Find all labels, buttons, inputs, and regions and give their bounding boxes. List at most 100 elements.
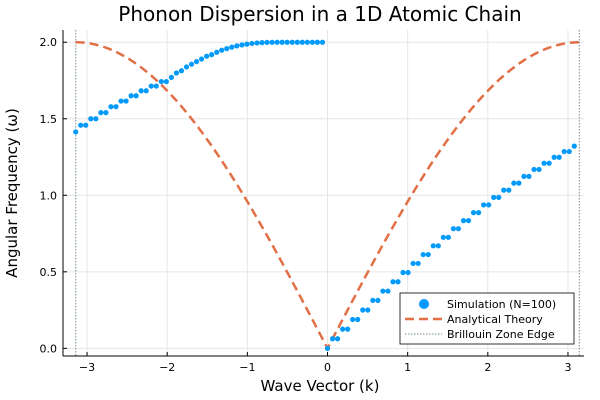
simulation-point (561, 148, 567, 155)
y-axis-ticks: 0.0 0.5 1.0 1.5 2.0 (40, 36, 67, 355)
x-tick-label: 3 (564, 361, 571, 374)
simulation-point (390, 279, 396, 285)
simulation-point (340, 326, 346, 332)
simulation-point (148, 83, 154, 89)
simulation-point (183, 64, 190, 70)
simulation-point (491, 194, 497, 200)
simulation-point (334, 336, 341, 342)
simulation-point (329, 336, 336, 342)
x-axis-ticks: −3 −2 −1 0 1 2 3 (79, 352, 571, 374)
simulation-point (264, 39, 270, 46)
simulation-point (219, 47, 225, 53)
simulation-point (178, 68, 185, 74)
simulation-points (73, 39, 577, 351)
simulation-point (380, 288, 386, 294)
simulation-point (420, 251, 426, 258)
y-axis-title: Angular Frequency (ω) (3, 108, 21, 278)
simulation-point (224, 46, 230, 52)
simulation-point (556, 154, 562, 160)
simulation-point (385, 288, 391, 294)
simulation-point (128, 93, 134, 99)
y-tick-label: 0.0 (40, 342, 58, 355)
simulation-point (440, 234, 446, 240)
simulation-point (395, 279, 401, 285)
simulation-point (365, 307, 371, 313)
simulation-point (410, 260, 416, 267)
simulation-point (214, 49, 220, 55)
simulation-point (400, 269, 406, 276)
legend-box (399, 292, 575, 345)
simulation-point (355, 316, 361, 323)
simulation-point (244, 41, 250, 47)
simulation-point (249, 40, 255, 47)
legend: Simulation (N=100) Analytical Theory Bri… (399, 292, 575, 345)
simulation-point (425, 251, 431, 258)
simulation-point (476, 210, 482, 216)
simulation-point (501, 187, 507, 193)
x-axis-title: Wave Vector (k) (261, 377, 380, 395)
simulation-point (239, 42, 245, 48)
chart-title: Phonon Dispersion in a 1D Atomic Chain (118, 2, 521, 26)
brillouin-zone-edges (75, 30, 580, 356)
legend-marker-simulation (419, 299, 429, 309)
x-tick-label: −3 (79, 361, 95, 374)
simulation-point (299, 39, 305, 45)
simulation-point (78, 122, 84, 128)
simulation-point (93, 116, 99, 122)
x-tick-label: 1 (404, 361, 411, 374)
simulation-point (506, 187, 512, 193)
x-tick-label: 0 (324, 361, 331, 374)
simulation-point (229, 44, 235, 50)
simulation-point (546, 160, 552, 166)
y-tick-label: 1.0 (40, 189, 58, 202)
simulation-point (521, 173, 527, 179)
simulation-point (234, 43, 240, 49)
simulation-point (279, 39, 285, 45)
simulation-point (103, 110, 109, 116)
simulation-point (138, 88, 144, 94)
simulation-point (536, 166, 542, 173)
simulation-point (209, 52, 215, 58)
simulation-point (470, 210, 477, 216)
grid (63, 30, 584, 356)
simulation-point (541, 160, 547, 166)
simulation-point (158, 78, 164, 85)
simulation-point (360, 307, 366, 313)
simulation-point (435, 243, 441, 249)
simulation-point (113, 104, 119, 110)
simulation-point (153, 83, 159, 89)
simulation-point (324, 345, 331, 351)
simulation-point (204, 53, 210, 59)
simulation-point (274, 39, 280, 45)
simulation-point (566, 148, 572, 155)
simulation-point (571, 143, 577, 149)
simulation-point (83, 122, 89, 128)
simulation-point (551, 154, 557, 160)
simulation-point (370, 297, 376, 304)
simulation-point (98, 110, 104, 116)
x-tick-label: −2 (159, 361, 175, 374)
simulation-point (415, 260, 421, 267)
simulation-point (123, 98, 129, 104)
simulation-point (531, 166, 537, 173)
simulation-point (309, 39, 315, 45)
x-tick-label: 2 (484, 361, 491, 374)
simulation-point (133, 93, 139, 99)
simulation-point (496, 194, 502, 200)
y-tick-label: 0.5 (40, 266, 58, 279)
x-tick-label: −1 (239, 361, 255, 374)
legend-label-analytical: Analytical Theory (447, 313, 543, 326)
axes-frame (62, 30, 584, 357)
simulation-point (289, 39, 295, 45)
simulation-point (118, 98, 124, 104)
simulation-point (199, 56, 205, 62)
simulation-point (259, 40, 265, 46)
simulation-point (304, 39, 310, 45)
simulation-point (254, 40, 260, 46)
simulation-point (193, 58, 200, 65)
simulation-point (450, 226, 457, 232)
simulation-point (405, 269, 411, 276)
simulation-point (516, 180, 522, 186)
simulation-point (269, 39, 275, 45)
